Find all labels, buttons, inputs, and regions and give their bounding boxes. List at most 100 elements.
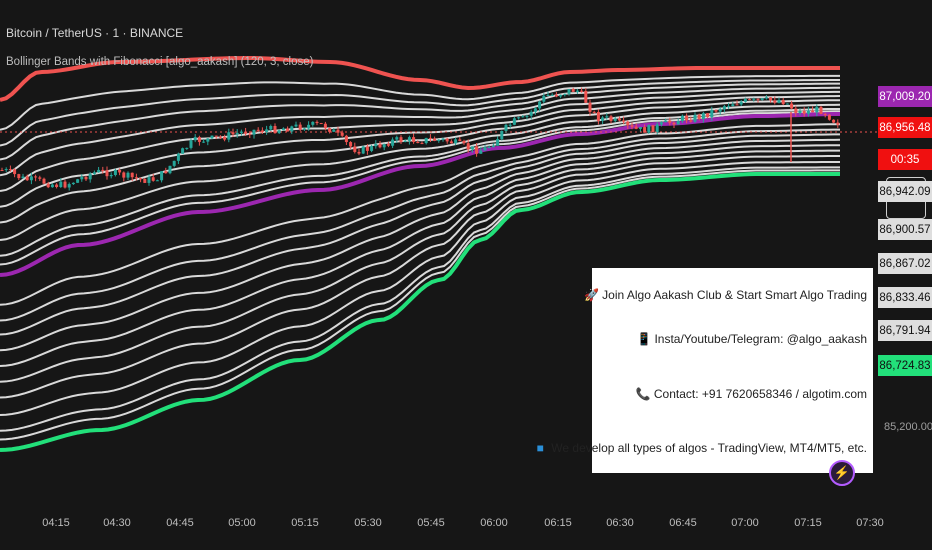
candle-body bbox=[596, 112, 600, 121]
price-tag: 87,009.20 bbox=[878, 86, 932, 107]
candle-body bbox=[416, 142, 420, 144]
candle-body bbox=[685, 115, 689, 121]
candle-body bbox=[118, 170, 122, 173]
candle-body bbox=[538, 101, 542, 109]
candle-body bbox=[21, 176, 25, 179]
fib-level-line bbox=[0, 74, 841, 131]
fib-level-line bbox=[0, 166, 841, 432]
fib-level-line bbox=[0, 161, 841, 416]
candle-body bbox=[8, 169, 12, 171]
candle-body bbox=[735, 104, 739, 106]
candle-body bbox=[655, 124, 659, 132]
price-tag: 86,724.83 bbox=[878, 355, 932, 376]
candle-body bbox=[391, 139, 395, 146]
candle-body bbox=[458, 139, 462, 141]
candle-body bbox=[403, 140, 407, 142]
candle-body bbox=[260, 130, 264, 132]
candle-body bbox=[382, 144, 386, 148]
price-axis[interactable] bbox=[877, 0, 932, 550]
time-tick: 07:30 bbox=[856, 517, 884, 529]
candle-body bbox=[601, 117, 605, 121]
price-tag: 86,900.57 bbox=[878, 219, 932, 240]
price-tag: 86,867.02 bbox=[878, 253, 932, 274]
candle-body bbox=[748, 99, 752, 101]
candle-body bbox=[34, 176, 38, 178]
candle-body bbox=[50, 184, 54, 188]
candle-body bbox=[592, 111, 596, 113]
candle-body bbox=[454, 139, 458, 144]
candle-body bbox=[643, 127, 647, 133]
lower-band-line bbox=[0, 172, 840, 452]
candle-body bbox=[239, 131, 243, 133]
candle-body bbox=[84, 176, 88, 180]
candle-body bbox=[559, 94, 563, 97]
price-tag: 86,833.46 bbox=[878, 287, 932, 308]
candle-body bbox=[395, 137, 399, 140]
candle-body bbox=[638, 127, 642, 129]
chart-canvas[interactable] bbox=[0, 0, 877, 550]
candle-body bbox=[689, 120, 693, 122]
fibonacci-levels bbox=[0, 74, 841, 441]
candle-body bbox=[836, 122, 840, 125]
candle-body bbox=[777, 100, 781, 103]
candle-body bbox=[202, 141, 206, 143]
time-tick: 06:30 bbox=[606, 517, 634, 529]
candle-body bbox=[710, 110, 714, 118]
candle-body bbox=[521, 116, 525, 118]
candle-body bbox=[441, 138, 445, 140]
candle-body bbox=[374, 143, 378, 147]
candle-body bbox=[412, 137, 416, 143]
candle-body bbox=[785, 103, 789, 105]
candle-body bbox=[819, 106, 823, 114]
candle-body bbox=[76, 179, 80, 183]
candle-body bbox=[517, 117, 521, 119]
candle-body bbox=[575, 90, 579, 92]
candle-body bbox=[815, 106, 819, 113]
candle-body bbox=[126, 172, 130, 178]
candle-body bbox=[668, 120, 672, 123]
candle-body bbox=[130, 172, 134, 178]
candle-body bbox=[42, 178, 46, 184]
basis-line bbox=[0, 112, 841, 277]
candle-body bbox=[760, 98, 764, 100]
candle-body bbox=[722, 106, 726, 110]
candle-body bbox=[273, 125, 277, 134]
fib-level-line bbox=[0, 144, 841, 367]
candle-body bbox=[319, 123, 323, 125]
fib-level-line bbox=[0, 82, 841, 161]
info-box: 🚀 Join Algo Aakash Club & Start Smart Al… bbox=[537, 268, 873, 473]
candle-body bbox=[307, 124, 311, 129]
candle-body bbox=[386, 144, 390, 146]
candle-body bbox=[449, 141, 453, 144]
candle-body bbox=[697, 114, 701, 119]
time-tick: 04:45 bbox=[166, 517, 194, 529]
candle-body bbox=[605, 116, 609, 118]
candle-body bbox=[269, 125, 273, 130]
candle-body bbox=[302, 128, 306, 130]
candle-body bbox=[651, 125, 655, 132]
price-tick: 85,200.00 bbox=[884, 421, 932, 433]
candle-body bbox=[794, 108, 798, 113]
candle-body bbox=[487, 147, 491, 149]
time-tick: 05:45 bbox=[417, 517, 445, 529]
time-tick: 05:30 bbox=[354, 517, 382, 529]
candle-body bbox=[336, 129, 340, 133]
time-tick: 06:00 bbox=[480, 517, 508, 529]
candle-body bbox=[193, 137, 197, 141]
candle-body bbox=[223, 136, 227, 140]
candle-body bbox=[672, 122, 676, 125]
candle-body bbox=[525, 115, 529, 117]
candle-body bbox=[756, 98, 760, 100]
candle-body bbox=[769, 97, 773, 101]
candle-body bbox=[256, 129, 260, 131]
fib-level-line bbox=[0, 128, 841, 322]
lightning-icon[interactable]: ⚡ bbox=[829, 460, 855, 486]
candle-body bbox=[63, 181, 67, 188]
time-tick: 05:00 bbox=[228, 517, 256, 529]
time-tick: 04:15 bbox=[42, 517, 70, 529]
candle-body bbox=[370, 146, 374, 151]
candle-body bbox=[420, 142, 424, 144]
blue-square-icon: ■ bbox=[536, 441, 544, 455]
candle-body bbox=[609, 116, 613, 121]
candle-body bbox=[109, 175, 113, 177]
